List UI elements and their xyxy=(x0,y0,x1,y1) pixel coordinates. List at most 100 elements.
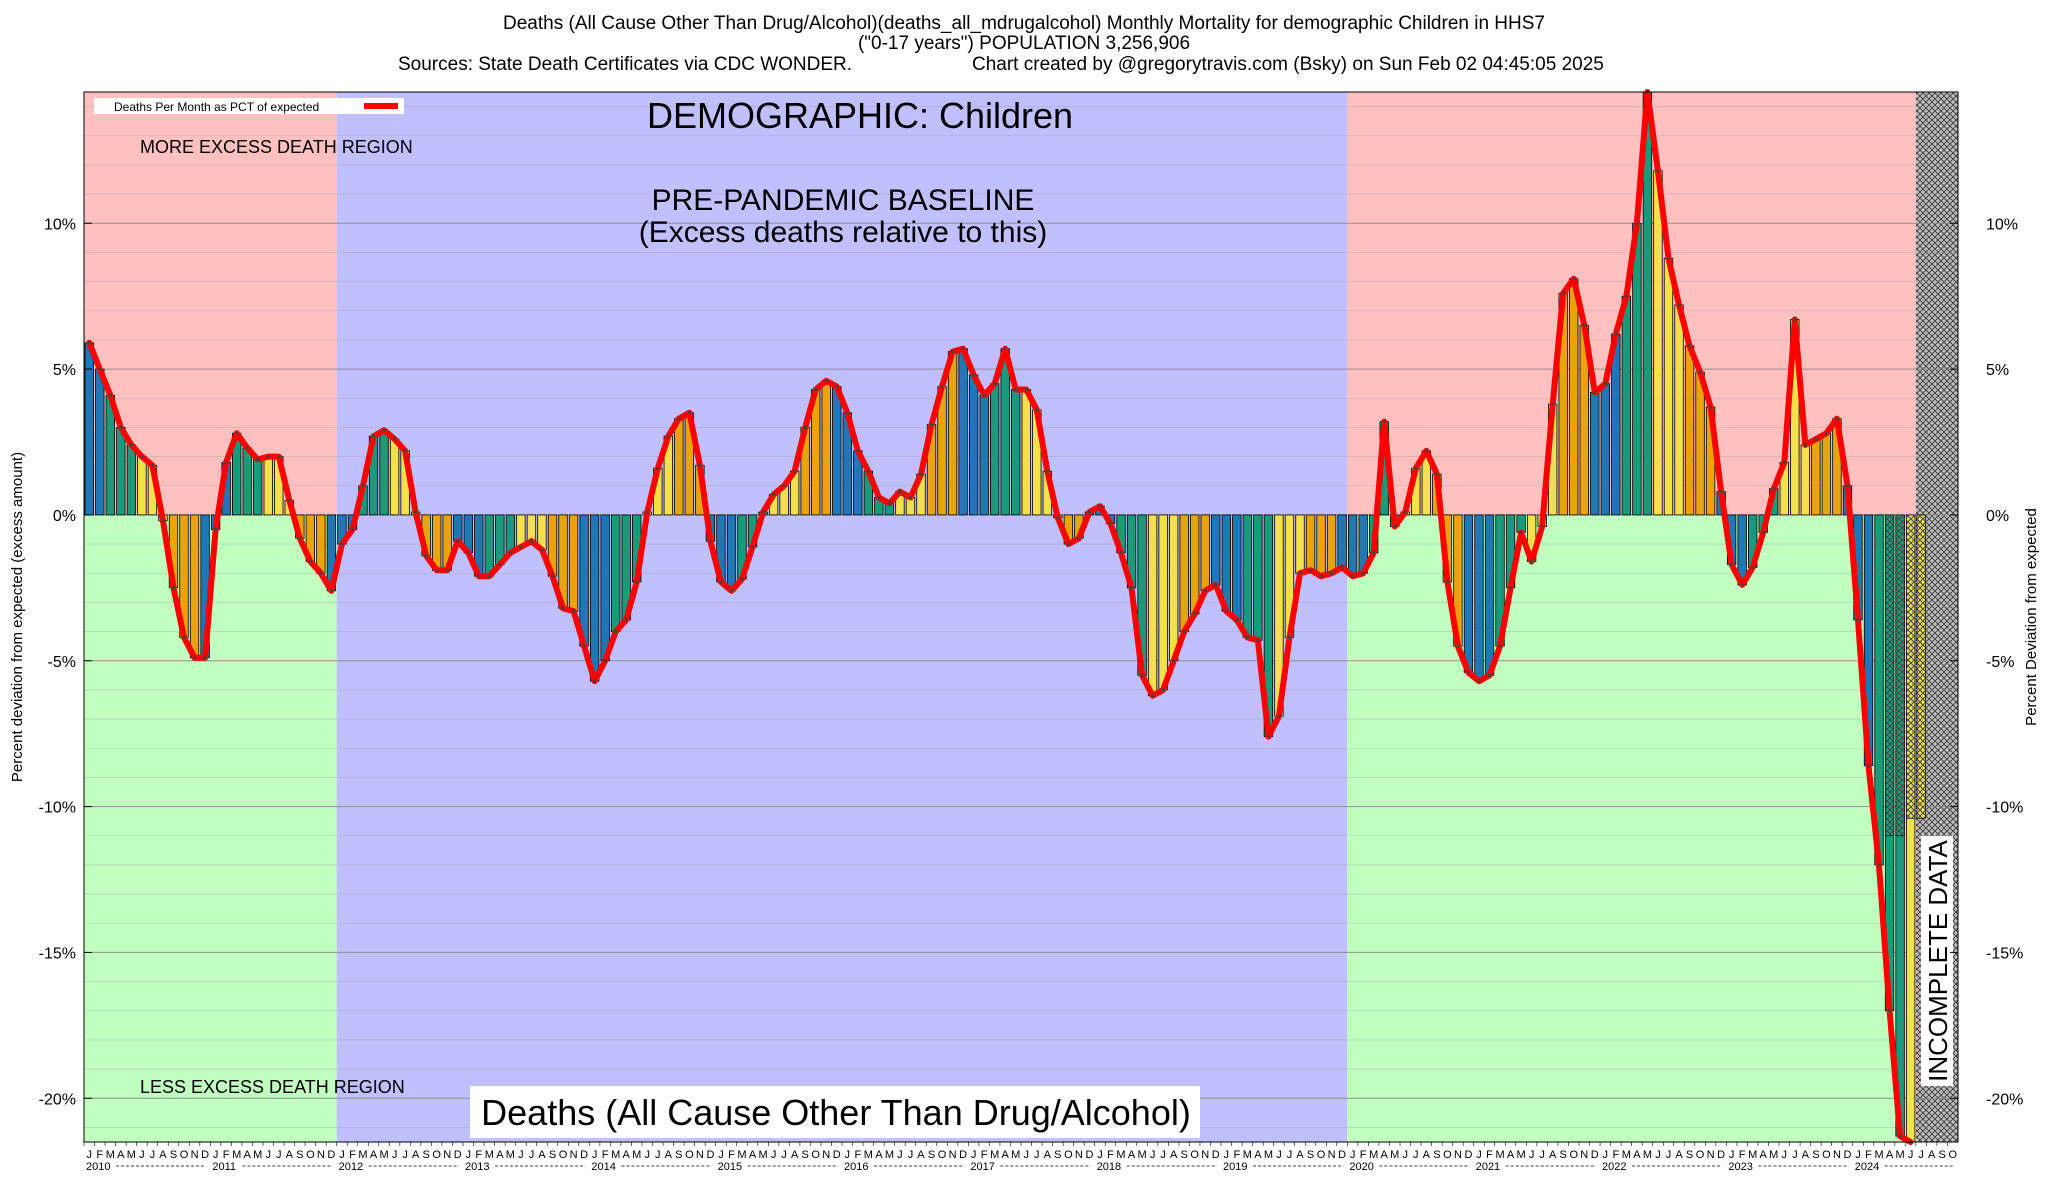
excess-region-bg xyxy=(1347,92,1916,515)
data-point xyxy=(108,393,112,397)
x-month-label: S xyxy=(675,1149,682,1161)
bar-incomplete-hatch xyxy=(1885,514,1894,836)
x-year-label: 2013 xyxy=(465,1161,489,1173)
data-point xyxy=(1761,530,1765,534)
x-month-label: A xyxy=(1254,1149,1262,1161)
data-point xyxy=(951,350,955,354)
data-point xyxy=(729,589,733,593)
data-point xyxy=(287,498,291,502)
y-axis-label-right: Percent Deviation from expected xyxy=(2023,508,2040,726)
x-month-label: S xyxy=(1433,1149,1440,1161)
y-tick-label: -5% xyxy=(48,654,76,671)
x-month-label: J xyxy=(1034,1149,1040,1161)
bar xyxy=(1621,295,1632,516)
data-point xyxy=(372,434,376,438)
x-month-label: F xyxy=(349,1149,356,1161)
x-month-label: J xyxy=(897,1149,903,1161)
data-point xyxy=(1730,563,1734,566)
x-month-label: A xyxy=(1381,1149,1389,1161)
x-month-label: J xyxy=(1350,1149,1356,1161)
legend-box xyxy=(94,98,404,114)
bar xyxy=(958,348,968,516)
x-month-label: O xyxy=(811,1149,820,1161)
data-point xyxy=(308,560,312,564)
data-point xyxy=(687,411,691,415)
x-month-label: O xyxy=(1948,1149,1957,1161)
data-point xyxy=(171,586,175,590)
bar xyxy=(947,351,958,516)
bar xyxy=(1021,389,1031,516)
data-point xyxy=(1224,609,1228,613)
data-point xyxy=(1372,551,1376,555)
bar xyxy=(1337,514,1347,568)
x-month-label: N xyxy=(443,1149,451,1161)
more-excess-label: MORE EXCESS DEATH REGION xyxy=(140,137,413,157)
data-point xyxy=(1277,714,1281,718)
data-point xyxy=(666,434,670,438)
data-point xyxy=(1340,565,1344,569)
data-point xyxy=(203,656,207,660)
x-month-label: N xyxy=(1328,1149,1336,1161)
data-point xyxy=(1193,612,1197,616)
data-point xyxy=(1108,522,1112,526)
baseline-region-bg xyxy=(336,92,1348,1142)
x-month-label: J xyxy=(529,1149,535,1161)
bar xyxy=(1316,514,1326,577)
data-point xyxy=(1793,318,1797,321)
data-point xyxy=(1151,694,1155,698)
data-point xyxy=(256,458,260,461)
less-excess-label: LESS EXCESS DEATH REGION xyxy=(140,1077,405,1097)
data-point xyxy=(993,382,997,386)
x-month-label: N xyxy=(1580,1149,1588,1161)
bar xyxy=(1674,304,1684,516)
x-month-label: F xyxy=(854,1149,861,1161)
x-month-label: D xyxy=(1591,1149,1599,1161)
x-month-label: D xyxy=(706,1149,714,1161)
data-point xyxy=(1319,574,1323,578)
data-point xyxy=(1172,659,1176,663)
data-point xyxy=(214,528,218,531)
x-month-label: M xyxy=(864,1149,873,1161)
data-point xyxy=(1435,472,1439,476)
bar xyxy=(316,514,326,574)
x-year-label: 2010 xyxy=(86,1161,110,1173)
x-month-label: F xyxy=(1865,1149,1872,1161)
x-month-label: A xyxy=(1760,1149,1768,1161)
series-line xyxy=(86,89,1914,1145)
x-month-label: M xyxy=(127,1149,136,1161)
data-point xyxy=(1256,638,1260,642)
x-year-label: 2024 xyxy=(1855,1161,1879,1173)
bar xyxy=(1011,389,1021,516)
demographic-label: DEMOGRAPHIC: Children xyxy=(647,95,1073,136)
chart-title-line-1: Deaths (All Cause Other Than Drug/Alcoho… xyxy=(503,13,1545,34)
x-month-label: M xyxy=(1622,1149,1631,1161)
x-month-label: S xyxy=(1054,1149,1061,1161)
data-point xyxy=(866,469,870,473)
bar xyxy=(968,374,979,516)
x-month-label: S xyxy=(1181,1149,1188,1161)
bar xyxy=(1147,514,1158,697)
bar xyxy=(568,514,579,612)
x-month-label: A xyxy=(412,1149,420,1161)
data-point xyxy=(1488,673,1491,677)
data-point xyxy=(908,495,912,499)
data-point xyxy=(698,463,702,467)
data-point xyxy=(1898,1134,1902,1138)
x-month-label: J xyxy=(592,1149,598,1161)
x-month-label: S xyxy=(802,1149,809,1161)
x-month-label: J xyxy=(1666,1149,1672,1161)
bar xyxy=(1653,170,1663,516)
x-month-label: A xyxy=(875,1149,883,1161)
data-point xyxy=(235,431,239,435)
data-point xyxy=(1235,618,1239,622)
x-month-label: J xyxy=(276,1149,282,1161)
data-point xyxy=(624,618,628,622)
x-month-label: J xyxy=(265,1149,271,1161)
data-point xyxy=(1624,294,1628,298)
x-month-label: F xyxy=(1360,1149,1367,1161)
x-month-label: J xyxy=(466,1149,472,1161)
x-month-label: J xyxy=(1476,1149,1482,1161)
bar xyxy=(126,444,137,516)
data-point xyxy=(1119,551,1123,555)
x-month-label: F xyxy=(223,1149,230,1161)
